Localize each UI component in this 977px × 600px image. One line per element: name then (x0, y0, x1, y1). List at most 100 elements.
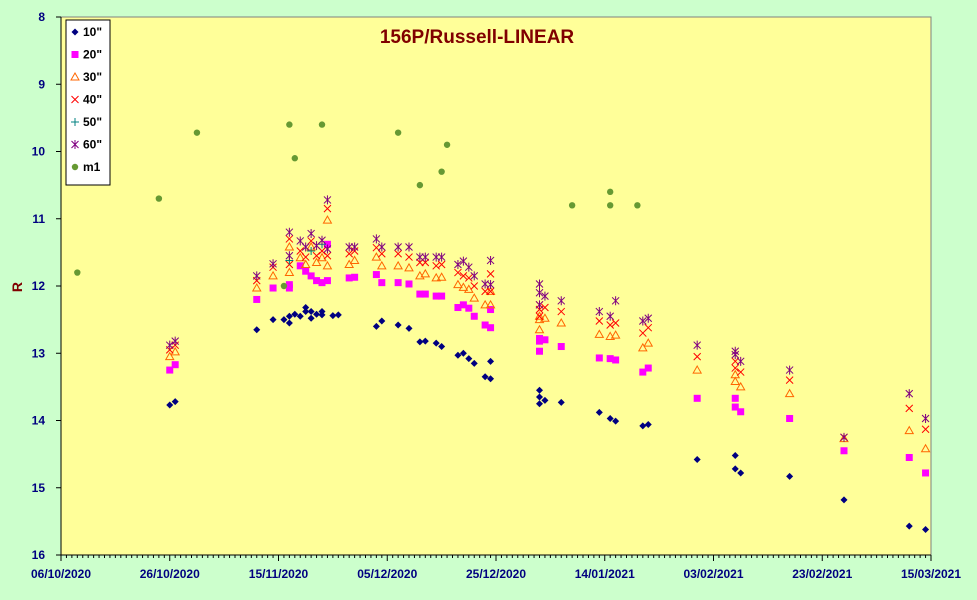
data-point (443, 141, 451, 148)
data-point (155, 195, 163, 202)
data-point (921, 413, 930, 423)
data-point (285, 251, 294, 261)
data-point (393, 260, 403, 270)
data-point (372, 234, 381, 244)
data-point (378, 279, 386, 287)
legend-item: 40" (71, 93, 102, 107)
data-point (416, 290, 424, 298)
data-point (295, 252, 306, 262)
y-tick-label: 9 (38, 77, 45, 91)
data-point (731, 357, 740, 366)
data-point (438, 343, 446, 351)
y-tick-label: 15 (32, 481, 46, 495)
data-point (432, 252, 441, 262)
x-tick-label: 25/12/2020 (466, 567, 526, 581)
legend-label: 50" (83, 115, 102, 129)
data-point (535, 279, 544, 289)
data-point (612, 356, 620, 364)
data-point (639, 422, 647, 430)
data-point (323, 251, 332, 260)
data-point (595, 354, 603, 362)
data-point (606, 311, 615, 321)
data-point (280, 282, 288, 290)
data-point (165, 340, 174, 350)
data-point (731, 465, 739, 473)
data-point (421, 337, 429, 345)
legend-label: 10" (83, 25, 102, 39)
data-point (421, 252, 430, 262)
y-axis: 8 9 10 11 12 13 14 15 16 (32, 10, 62, 562)
data-point (307, 272, 315, 280)
data-point (904, 425, 915, 435)
data-point (291, 310, 299, 318)
data-point (643, 338, 654, 347)
legend-box (65, 19, 111, 186)
data-point (535, 300, 544, 310)
data-point (480, 299, 490, 309)
series-m1-marks (74, 121, 641, 290)
data-point (285, 312, 293, 320)
data-point (405, 242, 413, 252)
data-point (171, 398, 179, 406)
legend-marker (70, 71, 80, 81)
x-tick-label: 23/02/2021 (792, 567, 852, 581)
data-point (606, 202, 614, 209)
data-point (193, 129, 201, 136)
data-point (302, 304, 310, 312)
data-point (323, 204, 332, 213)
x-tick-label: 15/03/2021 (901, 567, 961, 581)
data-point (612, 417, 620, 425)
data-point (453, 279, 463, 289)
data-point (840, 447, 848, 455)
data-point (404, 262, 414, 272)
legend: 10" 20" 30" 40" 50" 60" m1 (65, 19, 111, 186)
data-point (323, 277, 331, 285)
data-point (487, 375, 495, 383)
data-point (171, 361, 179, 369)
data-point (557, 398, 565, 406)
data-point (921, 425, 930, 434)
data-point (486, 287, 495, 296)
legend-item: 50" (71, 115, 102, 129)
data-point (377, 249, 386, 258)
data-point (557, 296, 566, 306)
data-point (252, 271, 261, 281)
data-point (394, 242, 402, 252)
legend-label: 40" (83, 93, 102, 107)
data-point (606, 188, 614, 196)
data-point (394, 279, 402, 287)
data-point (311, 257, 322, 266)
x-tick-label: 15/11/2020 (249, 567, 309, 581)
data-point (291, 155, 299, 162)
legend-marker (71, 118, 79, 126)
data-point (437, 252, 446, 262)
data-point (534, 324, 545, 334)
data-point (464, 274, 473, 282)
data-point (568, 202, 576, 209)
data-point (470, 282, 479, 290)
data-point (540, 313, 550, 322)
data-point (693, 340, 702, 350)
data-point (639, 368, 647, 376)
x-tick-label: 14/01/2021 (575, 567, 635, 581)
data-point (470, 312, 478, 320)
series-60-marks (165, 195, 930, 442)
data-point (644, 421, 652, 429)
data-point (840, 496, 848, 504)
data-point (344, 259, 355, 268)
data-point (345, 242, 354, 252)
data-point (595, 408, 603, 416)
x-tick-label: 03/02/2021 (683, 567, 743, 581)
legend-label: 30" (83, 70, 102, 84)
data-point (345, 249, 354, 258)
data-point (286, 121, 293, 128)
data-point (541, 336, 549, 344)
data-point (736, 356, 745, 366)
data-point (692, 365, 703, 374)
data-point (345, 274, 353, 282)
legend-marker (71, 95, 79, 104)
legend-marker (71, 140, 79, 149)
data-point (556, 317, 567, 327)
